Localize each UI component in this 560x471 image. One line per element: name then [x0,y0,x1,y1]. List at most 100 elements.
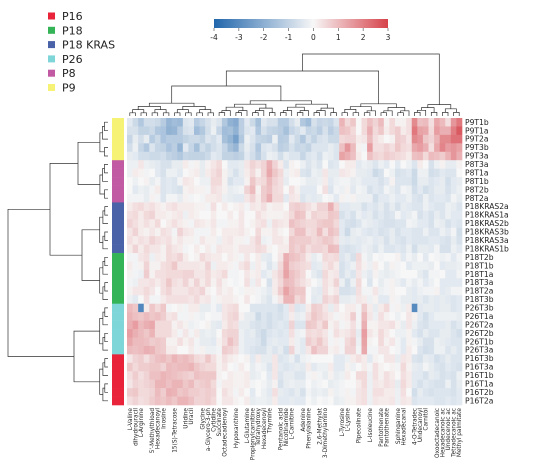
heatmap-cell [255,396,262,406]
heatmap-cell [288,320,295,330]
heatmap-cell [439,253,446,262]
dendrogram-link [99,267,103,294]
heatmap-cell [160,278,167,288]
column-label: dihydrouracil [133,408,139,446]
heatmap-cell [277,269,284,279]
heatmap-cell [450,236,457,245]
column-label: Octadecadienoyl [223,408,229,457]
heatmap-cell [328,295,334,304]
heatmap-cell [400,269,407,279]
heatmap-cell [445,379,452,389]
heatmap-cell [395,312,401,321]
heatmap-cell [355,236,362,245]
heatmap-cell [216,202,223,212]
heatmap-cell [428,193,435,203]
heatmap-cell [149,168,156,178]
group-strip-cell [112,337,124,347]
heatmap-cell [205,269,212,279]
heatmap-cell [439,134,446,144]
heatmap-cell [316,320,323,330]
heatmap-cell [194,269,200,279]
heatmap-cell [210,227,217,237]
heatmap-cell [277,312,284,321]
heatmap-cell [266,278,273,288]
group-strip-cell [112,253,124,262]
heatmap-cell [166,227,172,237]
heatmap-cell [149,202,156,212]
heatmap-cell [238,396,245,406]
heatmap-cell [333,126,340,136]
heatmap-cell [344,337,351,347]
heatmap-cell [367,303,373,313]
heatmap-cell [350,134,357,144]
heatmap-cell [261,371,267,380]
heatmap-cell [322,219,329,229]
dendrogram-link [185,112,192,116]
heatmap-cell [450,160,457,169]
heatmap-cell [355,219,362,229]
column-label: L-Glutamine [245,408,251,444]
heatmap-cell [143,320,150,330]
heatmap-cell [439,337,446,347]
heatmap-cell [182,388,189,397]
heatmap-cell [277,354,284,364]
heatmap-cell [132,286,139,296]
column-label: Glycine [200,408,206,430]
heatmap-cell [138,193,145,203]
heatmap-cell [395,177,401,186]
heatmap-cell [311,160,318,169]
heatmap-cell [143,286,150,296]
heatmap-cell [244,303,251,313]
heatmap-cell [272,303,279,313]
heatmap-cell [199,219,206,229]
heatmap-cell [328,269,334,279]
heatmap-cell [266,177,273,186]
heatmap-cell [305,210,312,220]
row-label: P26T3b [465,304,494,313]
heatmap-cell [171,202,178,212]
heatmap-cell [389,312,396,321]
heatmap-cell [316,329,323,338]
heatmap-cell [205,143,212,153]
heatmap-cell [456,388,463,397]
heatmap-cell [244,269,251,279]
heatmap-cell [143,244,150,254]
row-label: P8T2a [465,194,489,203]
heatmap-cell [283,160,290,169]
heatmap-cell [266,379,273,389]
heatmap-cell [350,227,357,237]
heatmap-cell [171,244,178,254]
heatmap-cell [367,177,373,186]
heatmap-cell [277,227,284,237]
heatmap-cell [383,261,390,271]
heatmap-cell [166,151,172,161]
heatmap-cell [383,177,390,186]
heatmap-cell [255,160,262,169]
heatmap-cell [422,329,429,338]
heatmap-cell [311,168,318,178]
heatmap-cell [194,329,200,338]
heatmap-cell [249,185,256,195]
heatmap-cell [143,134,150,144]
heatmap-cell [160,143,167,153]
heatmap-cell [378,177,385,186]
heatmap-cell [177,177,184,186]
heatmap-cell [171,396,178,406]
heatmap-cell [428,286,435,296]
heatmap-cell [305,286,312,296]
heatmap-cell [277,134,284,144]
heatmap-cell [166,193,172,203]
heatmap-cell [350,362,357,372]
heatmap-cell [333,396,340,406]
heatmap-cell [166,278,172,288]
heatmap-cell [339,295,346,304]
heatmap-cell [233,362,239,372]
heatmap-cell [350,354,357,364]
heatmap-cell [182,345,189,355]
heatmap-cell [227,253,234,262]
heatmap-cell [255,371,262,380]
heatmap-cell [154,118,161,127]
heatmap-cell [428,253,435,262]
heatmap-cell [238,143,245,153]
heatmap-cell [450,202,457,212]
